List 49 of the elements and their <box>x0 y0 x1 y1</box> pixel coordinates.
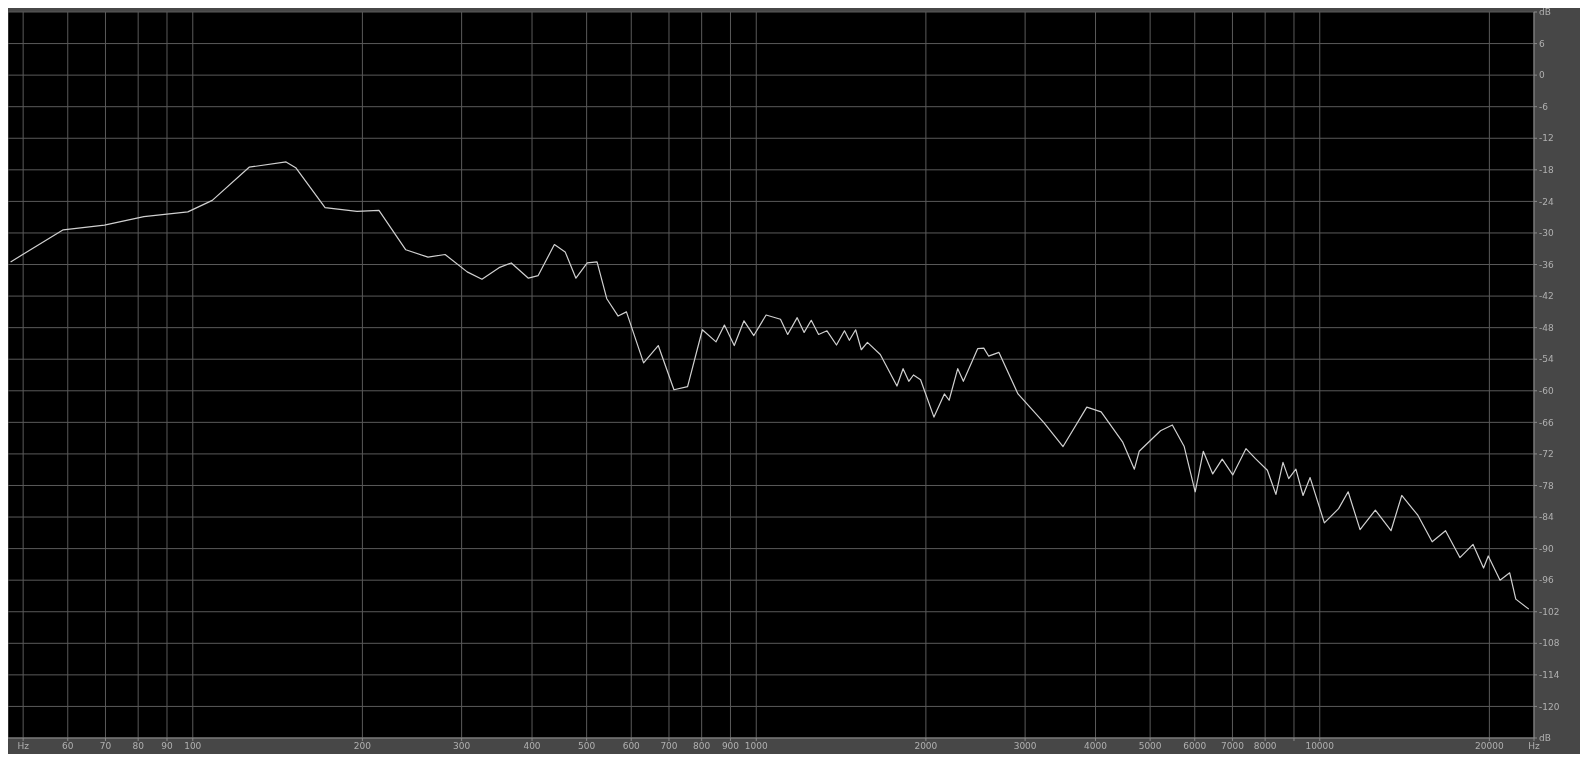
y-tick-label: -24 <box>1539 196 1554 207</box>
x-tick-label: 1000 <box>744 741 768 752</box>
y-tick-label: -96 <box>1539 575 1554 586</box>
x-tick-label: 90 <box>161 741 173 752</box>
y-tick-label: 0 <box>1539 70 1545 81</box>
x-tick-label: 5000 <box>1138 741 1162 752</box>
y-tick-label: -102 <box>1539 606 1560 617</box>
x-tick-label: 8000 <box>1253 741 1277 752</box>
y-tick-label: -120 <box>1539 701 1560 712</box>
x-tick-label: 500 <box>578 741 596 752</box>
x-tick-label: 80 <box>132 741 145 752</box>
y-tick-label: -78 <box>1539 480 1554 491</box>
y-tick-label: -90 <box>1539 543 1554 554</box>
y-tick-label: -48 <box>1539 322 1554 333</box>
y-tick-label: -60 <box>1539 385 1554 396</box>
y-tick-label: -72 <box>1539 449 1554 460</box>
x-tick-label: 200 <box>353 741 372 752</box>
x-tick-label: 100 <box>184 741 202 752</box>
x-tick-label: 4000 <box>1084 741 1108 752</box>
x-tick-label: 2000 <box>914 741 938 752</box>
y-tick-label: -54 <box>1539 354 1554 365</box>
x-tick-label: 6000 <box>1183 741 1207 752</box>
y-tick-label: -42 <box>1539 291 1554 302</box>
x-tick-label: 600 <box>622 741 641 752</box>
y-tick-label: -114 <box>1539 670 1560 681</box>
y-tick-label: -12 <box>1539 133 1554 144</box>
x-tick-label: 10000 <box>1305 741 1335 752</box>
y-tick-label: -6 <box>1539 101 1549 112</box>
x-tick-label: 70 <box>99 741 112 752</box>
y-tick-label: -30 <box>1539 228 1554 239</box>
y-tick-label: -66 <box>1539 417 1554 428</box>
x-tick-label: 900 <box>721 741 740 752</box>
y-tick-label: -84 <box>1539 512 1554 523</box>
x-tick-label: Hz <box>1528 741 1541 752</box>
x-tick-label: 300 <box>453 741 471 752</box>
y-tick-label: -36 <box>1539 259 1554 270</box>
x-tick-label: 20000 <box>1475 741 1504 752</box>
x-tick-label: 60 <box>62 741 74 752</box>
x-tick-label: 3000 <box>1013 741 1037 752</box>
y-tick-label: dB <box>1539 7 1551 18</box>
x-tick-label: Hz <box>17 741 30 752</box>
x-tick-label: 800 <box>693 741 711 752</box>
y-tick-label: -18 <box>1539 165 1554 176</box>
x-tick-label: 400 <box>523 741 541 752</box>
x-tick-label: 7000 <box>1221 741 1245 752</box>
y-tick-label: 6 <box>1539 38 1545 49</box>
y-tick-label: -108 <box>1539 638 1560 649</box>
y-tick-label: dB <box>1539 733 1551 744</box>
x-tick-label: 700 <box>660 741 678 752</box>
